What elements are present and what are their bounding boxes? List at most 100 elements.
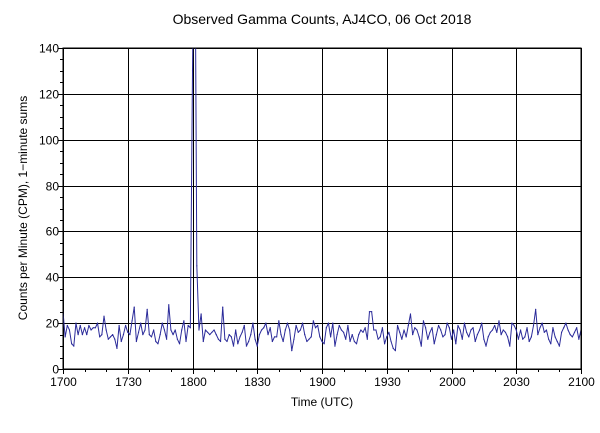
data-point (229, 334, 230, 335)
data-point (524, 336, 525, 337)
chart-title: Observed Gamma Counts, AJ4CO, 06 Oct 201… (173, 11, 472, 27)
data-point (90, 329, 91, 330)
x-tick-label: 2000 (439, 375, 466, 389)
data-point (334, 345, 335, 346)
data-point (175, 329, 176, 330)
data-point (494, 325, 495, 326)
x-tick-label: 2100 (568, 375, 595, 389)
data-point (261, 329, 262, 330)
data-point (488, 336, 489, 337)
data-point (378, 339, 379, 340)
data-point (365, 327, 366, 328)
data-point (563, 327, 564, 328)
data-point (88, 325, 89, 326)
data-point (518, 339, 519, 340)
data-point (263, 327, 264, 328)
data-point (274, 336, 275, 337)
data-point (311, 336, 312, 337)
data-point (330, 336, 331, 337)
data-point (226, 341, 227, 342)
data-point (138, 332, 139, 333)
data-point (565, 323, 566, 324)
data-point (539, 327, 540, 328)
data-point (78, 334, 79, 335)
data-point (559, 345, 560, 346)
data-point (397, 325, 398, 326)
data-point (129, 334, 130, 335)
data-point (438, 325, 439, 326)
data-point (410, 313, 411, 314)
data-point (257, 345, 258, 346)
data-point (125, 325, 126, 326)
data-point (205, 329, 206, 330)
data-point (360, 329, 361, 330)
data-point (267, 334, 268, 335)
y-tick-label: 80 (46, 180, 60, 194)
data-point (149, 334, 150, 335)
data-point (423, 320, 424, 321)
data-point (224, 339, 225, 340)
data-point (490, 332, 491, 333)
data-point (272, 341, 273, 342)
data-point (356, 343, 357, 344)
data-point (216, 334, 217, 335)
data-point (544, 332, 545, 333)
data-point (419, 336, 420, 337)
data-point (147, 309, 148, 310)
data-point (287, 323, 288, 324)
data-point (233, 345, 234, 346)
data-point (259, 334, 260, 335)
data-point (213, 329, 214, 330)
data-point (328, 323, 329, 324)
x-axis-label: Time (UTC) (291, 395, 353, 409)
data-point (121, 341, 122, 342)
data-point (358, 334, 359, 335)
data-point (537, 334, 538, 335)
data-point (442, 336, 443, 337)
data-point (427, 339, 428, 340)
data-point (572, 336, 573, 337)
data-point (496, 332, 497, 333)
data-point (112, 334, 113, 335)
data-point (464, 323, 465, 324)
data-point (511, 323, 512, 324)
data-point (339, 325, 340, 326)
data-point (529, 341, 530, 342)
data-point (542, 323, 543, 324)
data-point (468, 336, 469, 337)
data-point (86, 334, 87, 335)
data-point (453, 329, 454, 330)
data-point (388, 332, 389, 333)
data-point (457, 325, 458, 326)
data-point (93, 327, 94, 328)
data-point (552, 327, 553, 328)
data-point (315, 327, 316, 328)
data-point (160, 334, 161, 335)
data-point (157, 343, 158, 344)
data-point (380, 336, 381, 337)
data-point (475, 341, 476, 342)
data-point (444, 334, 445, 335)
x-tick-label: 1730 (115, 375, 142, 389)
data-point (190, 327, 191, 328)
data-point (289, 329, 290, 330)
data-point (321, 341, 322, 342)
data-point (395, 350, 396, 351)
data-point (460, 329, 461, 330)
data-point (332, 323, 333, 324)
data-point (80, 325, 81, 326)
data-point (416, 329, 417, 330)
data-point (349, 341, 350, 342)
data-point (131, 320, 132, 321)
data-point (75, 323, 76, 324)
data-point (520, 329, 521, 330)
data-point (276, 336, 277, 337)
data-point (313, 320, 314, 321)
data-point (222, 306, 223, 307)
data-point (382, 327, 383, 328)
data-point (557, 341, 558, 342)
data-point (235, 329, 236, 330)
data-point (252, 323, 253, 324)
x-tick-label: 1700 (50, 375, 77, 389)
